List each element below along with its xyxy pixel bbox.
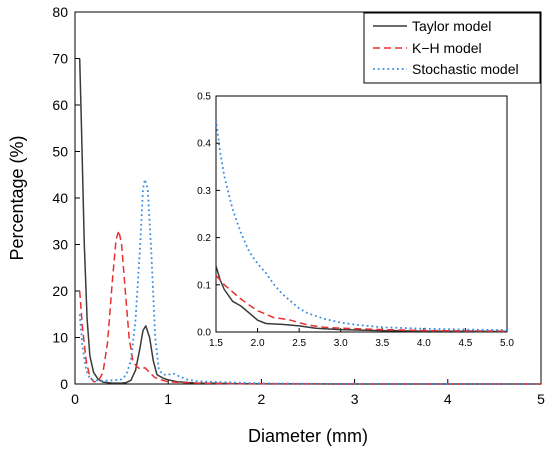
main-x-tick-label: 4 — [444, 391, 452, 407]
main-y-tick-label: 70 — [52, 50, 68, 66]
inset-x-tick-label: 4.5 — [458, 338, 472, 349]
main-y-tick-label: 0 — [60, 376, 68, 392]
main-y-tick-label: 10 — [52, 329, 68, 345]
inset-x-tick-label: 1.5 — [209, 338, 223, 349]
main-y-tick-label: 20 — [52, 283, 68, 299]
legend: Taylor model K−H model Stochastic model — [363, 12, 541, 84]
inset-x-tick-label: 2.0 — [251, 338, 265, 349]
inset-x-tick-label: 5.0 — [500, 338, 514, 349]
main-series-line-1 — [78, 229, 541, 385]
inset-x-tick-label: 3.5 — [375, 338, 389, 349]
main-x-ticks: 0 1 2 3 4 5 — [71, 379, 545, 407]
legend-label-taylor: Taylor model — [412, 18, 491, 34]
main-y-tick-label: 60 — [52, 97, 68, 113]
inset-y-tick-label: 0.0 — [197, 328, 211, 339]
inset-x-tick-label: 3.0 — [334, 338, 348, 349]
main-x-axis-label: Diameter (mm) — [248, 426, 368, 446]
legend-label-kh: K−H model — [412, 40, 482, 56]
main-x-tick-label: 0 — [71, 391, 79, 407]
main-y-axis-label: Percentage (%) — [7, 135, 27, 260]
main-x-tick-label: 5 — [537, 391, 545, 407]
inset-y-tick-label: 0.3 — [197, 186, 211, 197]
main-y-ticks: 0 10 20 30 40 50 60 70 80 — [52, 4, 80, 392]
inset-x-tick-label: 4.0 — [417, 338, 431, 349]
main-y-tick-label: 50 — [52, 143, 68, 159]
inset-y-tick-label: 0.1 — [197, 280, 211, 291]
main-y-tick-label: 80 — [52, 4, 68, 20]
inset-series-line-0 — [215, 265, 508, 333]
inset-x-tick-label: 2.5 — [292, 338, 306, 349]
inset-plot-frame — [215, 95, 508, 333]
inset-y-tick-label: 0.5 — [197, 92, 211, 103]
legend-label-stochastic: Stochastic model — [412, 61, 519, 77]
inset-y-ticks: 0.0 0.1 0.2 0.3 0.4 0.5 — [197, 92, 220, 339]
main-y-tick-label: 40 — [52, 190, 68, 206]
inset-x-ticks: 1.5 2.0 2.5 3.0 3.5 4.0 4.5 5.0 — [209, 328, 514, 349]
main-x-tick-label: 2 — [258, 391, 266, 407]
legend-box — [363, 12, 541, 84]
main-y-tick-label: 30 — [52, 236, 68, 252]
main-x-tick-label: 3 — [351, 391, 359, 407]
inset-y-tick-label: 0.2 — [197, 233, 211, 244]
main-x-tick-label: 1 — [164, 391, 172, 407]
inset-y-tick-label: 0.4 — [197, 139, 211, 150]
main-series-line-2 — [78, 178, 542, 385]
inset-series-line-1 — [215, 274, 508, 332]
main-series-group — [78, 58, 542, 385]
inset-series-group — [215, 119, 508, 333]
